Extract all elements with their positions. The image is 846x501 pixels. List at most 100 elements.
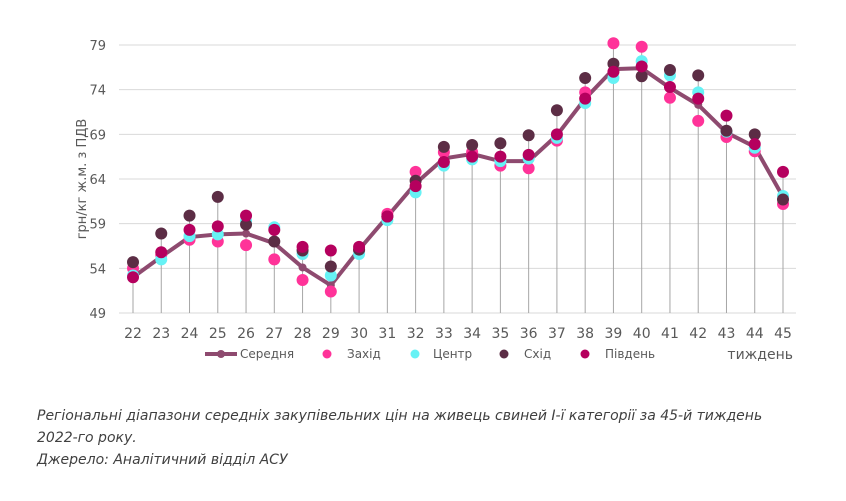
point-east: [522, 129, 535, 142]
x-tick-label: 25: [209, 326, 227, 342]
x-tick-label: 32: [407, 326, 425, 342]
x-tick-label: 40: [633, 326, 651, 342]
chart: 49 54 59 64 69 74 79 22 23 24 25 26 27 28 29 30 31 32 33 3…: [75, 37, 796, 363]
legend-marker: [322, 349, 332, 359]
legend-label: Центр: [433, 347, 472, 361]
x-tick-label: 37: [548, 326, 566, 342]
point-west: [409, 165, 422, 178]
point-east: [324, 260, 337, 273]
x-tick-label: 44: [746, 326, 764, 342]
x-tick-label: 39: [605, 326, 623, 342]
legend-item-south: Південь: [580, 347, 655, 361]
legend-label: Схід: [524, 347, 551, 361]
point-south: [127, 271, 139, 284]
legend-marker: [499, 349, 509, 359]
grid-lines: [119, 44, 796, 314]
x-tick-label: 29: [322, 326, 340, 342]
x-tick-label: 26: [237, 326, 255, 342]
legend-label: Південь: [605, 347, 655, 361]
legend-marker: [217, 350, 225, 358]
point-south: [437, 156, 450, 169]
legend-item-center: Центр: [410, 347, 472, 361]
legend: Середня Захід Центр Схід Південь: [205, 347, 655, 361]
stem-lines: [132, 43, 784, 313]
point-east: [550, 104, 563, 117]
point-average: [298, 263, 307, 272]
x-axis-ticks: 22 23 24 25 26 27 28 29 30 31 32 33 34 35 36 37 38 39 40 41…: [124, 326, 792, 342]
x-tick-label: 28: [294, 326, 312, 342]
x-tick-label: 24: [181, 326, 199, 342]
point-south: [296, 240, 309, 253]
point-east: [777, 193, 789, 206]
point-south: [353, 240, 366, 253]
y-tick-label: 64: [89, 173, 106, 188]
point-south: [522, 148, 535, 161]
point-west: [240, 239, 253, 252]
point-west: [522, 162, 535, 175]
point-south: [268, 223, 281, 236]
point-east: [268, 235, 281, 248]
x-tick-label: 33: [435, 326, 453, 342]
x-tick-label: 23: [152, 326, 170, 342]
point-south: [155, 246, 168, 259]
caption-line-1: Регіональні діапазони середніх закупівел…: [37, 408, 763, 424]
point-east: [635, 70, 648, 83]
average-line: [131, 66, 785, 288]
y-axis-ticks: 49 54 59 64 69 74 79: [89, 39, 106, 322]
x-tick-label: 42: [689, 326, 707, 342]
point-east: [127, 256, 139, 269]
point-south: [324, 244, 337, 257]
point-east: [155, 227, 168, 240]
point-east: [183, 209, 196, 222]
point-south: [663, 80, 676, 93]
point-east: [692, 69, 705, 82]
point-south: [635, 60, 648, 73]
point-west: [663, 91, 676, 104]
data-points: [127, 37, 789, 298]
point-south: [550, 128, 563, 141]
y-tick-label: 54: [89, 262, 106, 277]
point-south: [381, 210, 394, 223]
y-axis-label: грн/кг ж.м. з ПДВ: [75, 119, 90, 240]
y-tick-label: 59: [89, 218, 106, 233]
y-tick-label: 74: [89, 84, 106, 99]
point-east: [240, 218, 253, 231]
x-tick-label: 30: [350, 326, 368, 342]
caption: Регіональні діапазони середніх закупівел…: [37, 405, 827, 471]
point-south: [466, 150, 479, 163]
point-east: [720, 124, 733, 137]
legend-item-average: Середня: [205, 347, 294, 361]
x-tick-label: 31: [378, 326, 396, 342]
point-south: [409, 180, 422, 193]
point-west: [635, 40, 648, 53]
caption-line-2: 2022-го року.: [37, 430, 137, 446]
point-east: [748, 128, 761, 141]
x-tick-label: 36: [520, 326, 538, 342]
point-south: [240, 209, 253, 222]
point-south: [579, 92, 592, 105]
point-south: [720, 109, 733, 122]
point-west: [324, 285, 337, 298]
point-east: [466, 139, 479, 152]
point-west: [692, 114, 705, 127]
x-tick-label: 41: [661, 326, 679, 342]
point-east: [494, 137, 507, 150]
point-east: [663, 64, 676, 77]
point-south: [607, 65, 620, 78]
legend-label: Захід: [347, 347, 381, 361]
point-center: [324, 269, 337, 282]
point-west: [607, 37, 620, 50]
point-south: [211, 220, 224, 233]
point-west: [296, 273, 309, 286]
point-south: [183, 223, 196, 236]
x-tick-label: 38: [576, 326, 594, 342]
x-tick-label: 45: [774, 326, 792, 342]
point-south: [692, 92, 705, 105]
legend-marker: [410, 349, 420, 359]
point-east: [437, 140, 450, 153]
legend-marker: [580, 349, 590, 359]
x-axis-label: тиждень: [727, 347, 793, 363]
x-tick-label: 27: [265, 326, 283, 342]
x-tick-label: 34: [463, 326, 481, 342]
caption-source: Джерело: Аналітичний відділ АСУ: [37, 452, 288, 468]
